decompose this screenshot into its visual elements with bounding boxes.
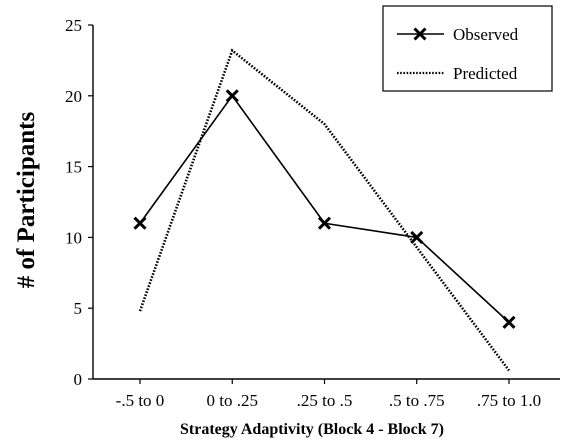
- y-tick-label: 25: [65, 16, 82, 35]
- y-tick-label: 0: [74, 370, 83, 389]
- x-tick-label: 0 to .25: [207, 391, 258, 410]
- y-axis-title: # of Participants: [13, 112, 40, 289]
- series-line-observed: [139, 94, 510, 323]
- data-point: [225, 89, 239, 103]
- series-line-predicted: [138, 48, 511, 372]
- axes: [92, 25, 560, 380]
- x-tick-label: .25 to .5: [297, 391, 353, 410]
- y-tick-label: 10: [65, 228, 82, 247]
- y-tick-label: 20: [65, 87, 82, 106]
- y-tick-label: 5: [74, 299, 83, 318]
- data-point: [133, 216, 147, 230]
- legend-observed-label: Observed: [453, 25, 519, 44]
- y-ticks: 0 5 10 15 20 25: [65, 16, 93, 389]
- y-tick-label: 15: [65, 158, 82, 177]
- x-ticks: -.5 to 0 0 to .25 .25 to .5 .5 to .75 .75 to…: [116, 379, 541, 410]
- x-axis-title: Strategy Adaptivity (Block 4 - Block 7): [180, 421, 444, 438]
- x-tick-label: .75 to 1.0: [477, 391, 541, 410]
- data-point: [317, 216, 332, 230]
- legend: Observed Predicted: [382, 5, 553, 92]
- legend-box: [382, 5, 553, 92]
- data-point: [502, 315, 516, 329]
- x-tick-label: .5 to .75: [389, 391, 445, 410]
- legend-observed-marker: [413, 27, 427, 41]
- legend-predicted-label: Predicted: [453, 64, 518, 83]
- series-layer: [133, 48, 516, 372]
- x-tick-label: -.5 to 0: [116, 391, 165, 410]
